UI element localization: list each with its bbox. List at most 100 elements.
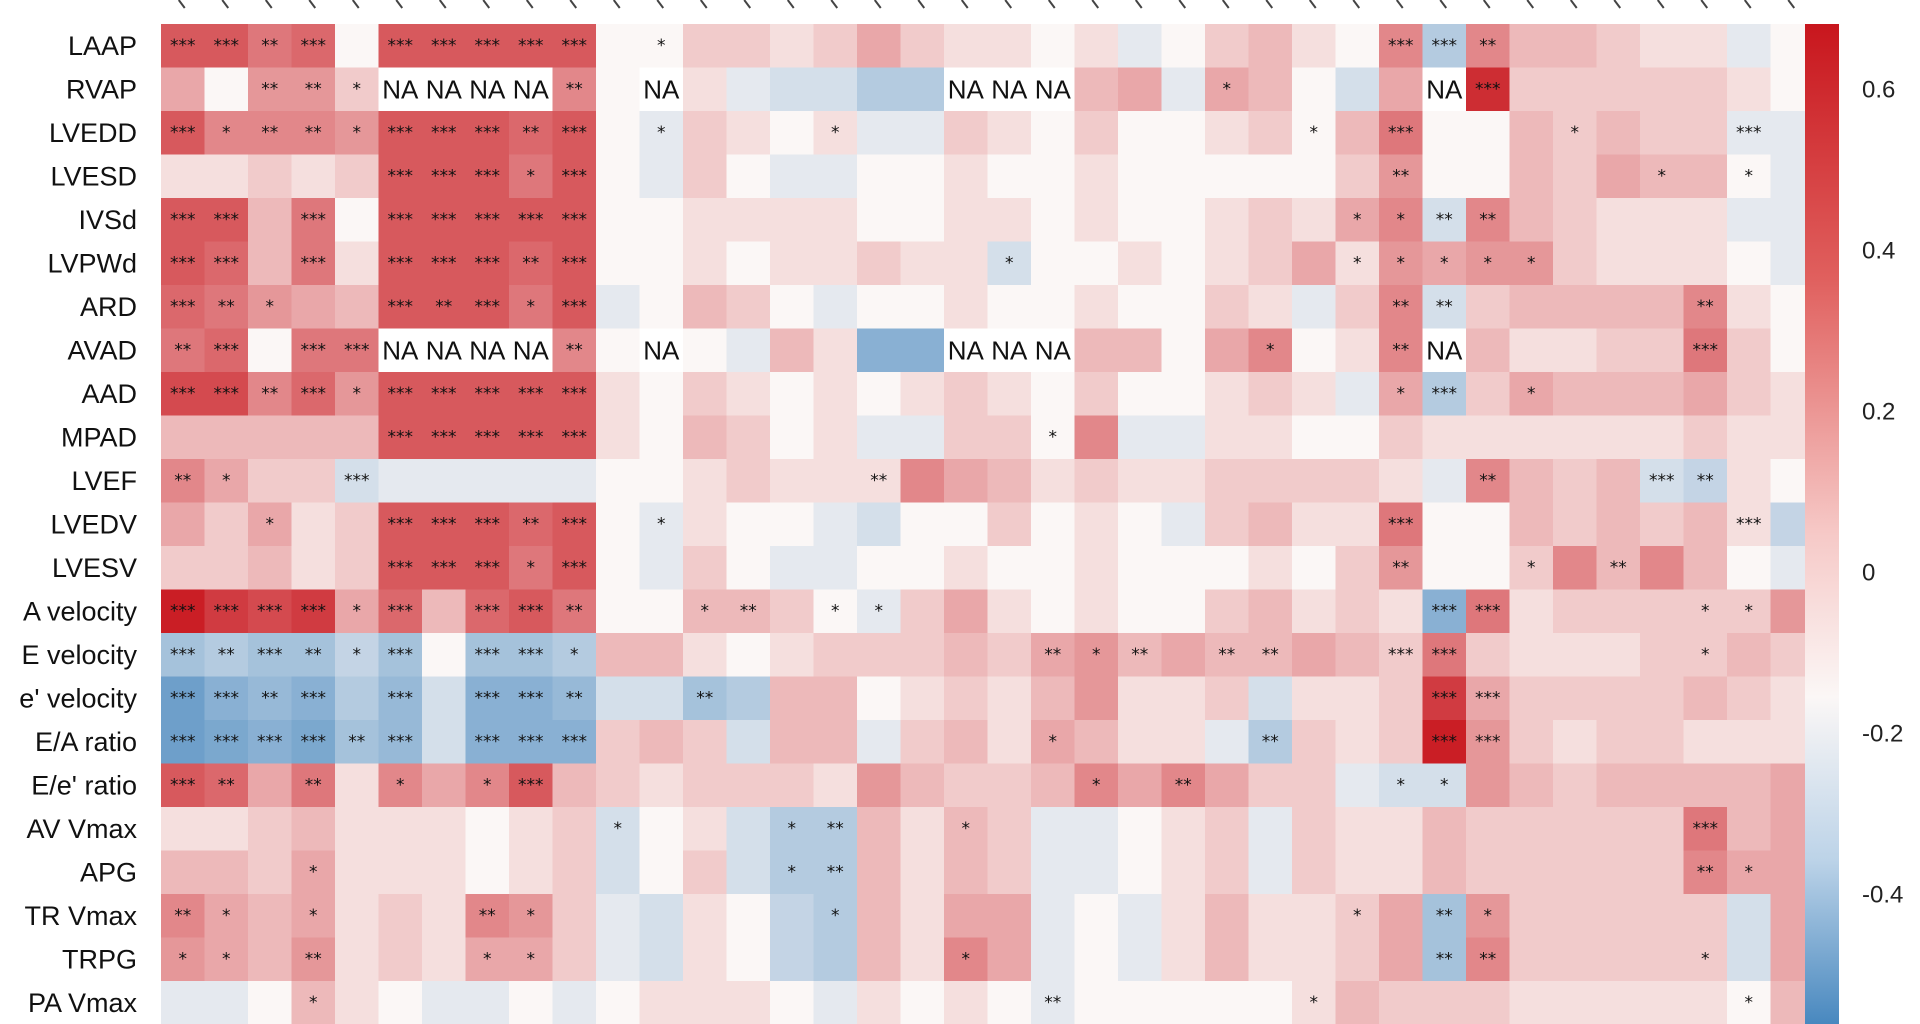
heatmap-cell <box>509 241 554 286</box>
column-label-stub <box>830 0 839 9</box>
heatmap-cell <box>552 589 597 634</box>
heatmap-cell <box>639 154 684 199</box>
heatmap-cell <box>1031 67 1076 112</box>
heatmap-cell <box>1248 589 1293 634</box>
heatmap-cell <box>726 67 771 112</box>
significance-label: *** <box>431 558 457 578</box>
heatmap-cell <box>1074 720 1119 765</box>
heatmap-cell <box>944 372 989 417</box>
significance-label: * <box>266 514 275 534</box>
heatmap-cell <box>1161 459 1206 504</box>
significance-label: *** <box>1475 601 1501 621</box>
heatmap-cell <box>770 894 815 939</box>
significance-label: ** <box>566 688 583 708</box>
heatmap-cell <box>335 285 380 330</box>
heatmap-cell <box>1509 154 1554 199</box>
heatmap-cell <box>1118 502 1163 547</box>
significance-label: *** <box>214 36 240 56</box>
significance-label: ** <box>261 688 278 708</box>
na-label: NA <box>948 74 985 104</box>
heatmap-cell <box>726 241 771 286</box>
heatmap-cell <box>770 372 815 417</box>
significance-label: ** <box>522 514 539 534</box>
heatmap-cell <box>465 937 510 982</box>
heatmap-cell <box>1553 589 1598 634</box>
heatmap-cell <box>639 24 684 69</box>
heatmap-cell <box>1379 633 1424 678</box>
row-label: RVAP <box>66 74 137 104</box>
column-label-stub <box>1178 0 1187 9</box>
heatmap-cell <box>1509 589 1554 634</box>
column-label-stub <box>264 0 273 9</box>
significance-label: ** <box>1436 297 1453 317</box>
heatmap-cell <box>1379 459 1424 504</box>
heatmap-cell <box>813 285 858 330</box>
heatmap-cell <box>161 24 206 69</box>
row-label: LVEDV <box>50 509 137 539</box>
significance-label: *** <box>431 384 457 404</box>
heatmap-cell <box>1596 502 1641 547</box>
heatmap-cell <box>1683 894 1728 939</box>
heatmap-cell <box>1074 633 1119 678</box>
heatmap-cell <box>161 372 206 417</box>
heatmap-cell <box>770 328 815 373</box>
heatmap-cell <box>683 154 728 199</box>
heatmap-cell <box>161 67 206 112</box>
column-label-stub <box>395 0 404 9</box>
heatmap-cell <box>1596 67 1641 112</box>
heatmap-cell <box>770 502 815 547</box>
heatmap-cell <box>509 850 554 895</box>
significance-label: * <box>527 558 536 578</box>
significance-label: * <box>179 949 188 969</box>
heatmap-cell <box>1466 981 1511 1024</box>
heatmap-cell <box>639 415 684 460</box>
heatmap-cell <box>596 502 641 547</box>
heatmap-cell <box>987 111 1032 156</box>
heatmap-cell <box>683 633 728 678</box>
heatmap-cell <box>1509 328 1554 373</box>
heatmap-cell <box>422 67 467 112</box>
heatmap-cell <box>813 198 858 243</box>
heatmap-cell <box>291 285 336 330</box>
heatmap-cell <box>1596 198 1641 243</box>
significance-label: * <box>1745 601 1754 621</box>
heatmap-cell <box>1248 328 1293 373</box>
heatmap-cell <box>204 676 249 721</box>
na-label: NA <box>1426 335 1463 365</box>
significance-label: * <box>266 297 275 317</box>
heatmap-cell <box>857 546 902 591</box>
heatmap-cell <box>1553 372 1598 417</box>
heatmap-cell <box>944 502 989 547</box>
heatmap-cell <box>900 154 945 199</box>
heatmap-cell <box>1292 111 1337 156</box>
heatmap-cell <box>1596 807 1641 852</box>
heatmap-cell <box>1161 633 1206 678</box>
heatmap-cell <box>204 850 249 895</box>
heatmap-cell <box>1118 241 1163 286</box>
heatmap-cell <box>509 807 554 852</box>
heatmap-cell <box>1205 459 1250 504</box>
heatmap-cell <box>1292 459 1337 504</box>
heatmap-cell <box>1727 372 1772 417</box>
heatmap-cell <box>813 502 858 547</box>
significance-label: *** <box>388 253 414 273</box>
heatmap-cell <box>1422 763 1467 808</box>
heatmap-cell <box>465 546 510 591</box>
heatmap-cell <box>1118 111 1163 156</box>
heatmap-cell <box>1640 372 1685 417</box>
heatmap-cell <box>1509 198 1554 243</box>
heatmap-cell <box>857 111 902 156</box>
significance-label: *** <box>518 427 544 447</box>
significance-label: *** <box>518 688 544 708</box>
heatmap-cell <box>378 241 423 286</box>
heatmap-cell <box>465 502 510 547</box>
heatmap-cell <box>1335 807 1380 852</box>
heatmap-cell <box>204 807 249 852</box>
heatmap-cell <box>1335 589 1380 634</box>
heatmap-cell <box>552 720 597 765</box>
heatmap-cell <box>1727 285 1772 330</box>
heatmap-cell <box>465 589 510 634</box>
heatmap-cell <box>509 24 554 69</box>
heatmap-cell <box>335 546 380 591</box>
significance-label: * <box>353 79 362 99</box>
